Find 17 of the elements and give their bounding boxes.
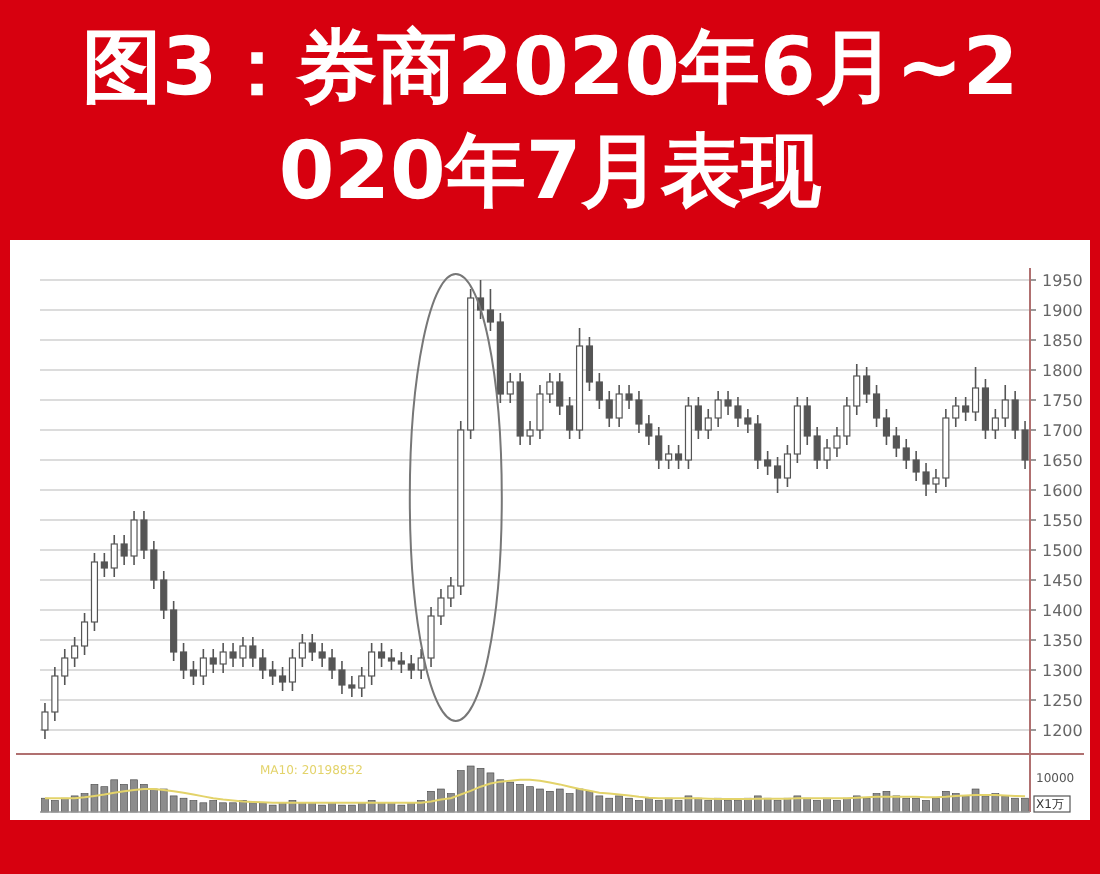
- y-tick-label: 1600: [1042, 482, 1083, 500]
- y-tick-label: 1550: [1042, 512, 1083, 530]
- y-tick-label: 1900: [1042, 302, 1083, 320]
- y-tick-label: 1400: [1042, 602, 1083, 620]
- y-tick-label: 1700: [1042, 422, 1083, 440]
- y-tick-label: 1800: [1042, 362, 1083, 380]
- y-tick-label: 1750: [1042, 392, 1083, 410]
- y-tick-label: 1200: [1042, 722, 1083, 740]
- y-tick-label: 1300: [1042, 662, 1083, 680]
- y-tick-label: 1950: [1042, 272, 1083, 290]
- y-tick-label: 1500: [1042, 542, 1083, 560]
- y-tick-label: 1450: [1042, 572, 1083, 590]
- y-tick-label: 1650: [1042, 452, 1083, 470]
- y-tick-label: 1250: [1042, 692, 1083, 710]
- y-tick-label: 1850: [1042, 332, 1083, 350]
- y-tick-label: 1350: [1042, 632, 1083, 650]
- chart-title: 图3：券商2020年6月~2020年7月表现: [79, 20, 1021, 222]
